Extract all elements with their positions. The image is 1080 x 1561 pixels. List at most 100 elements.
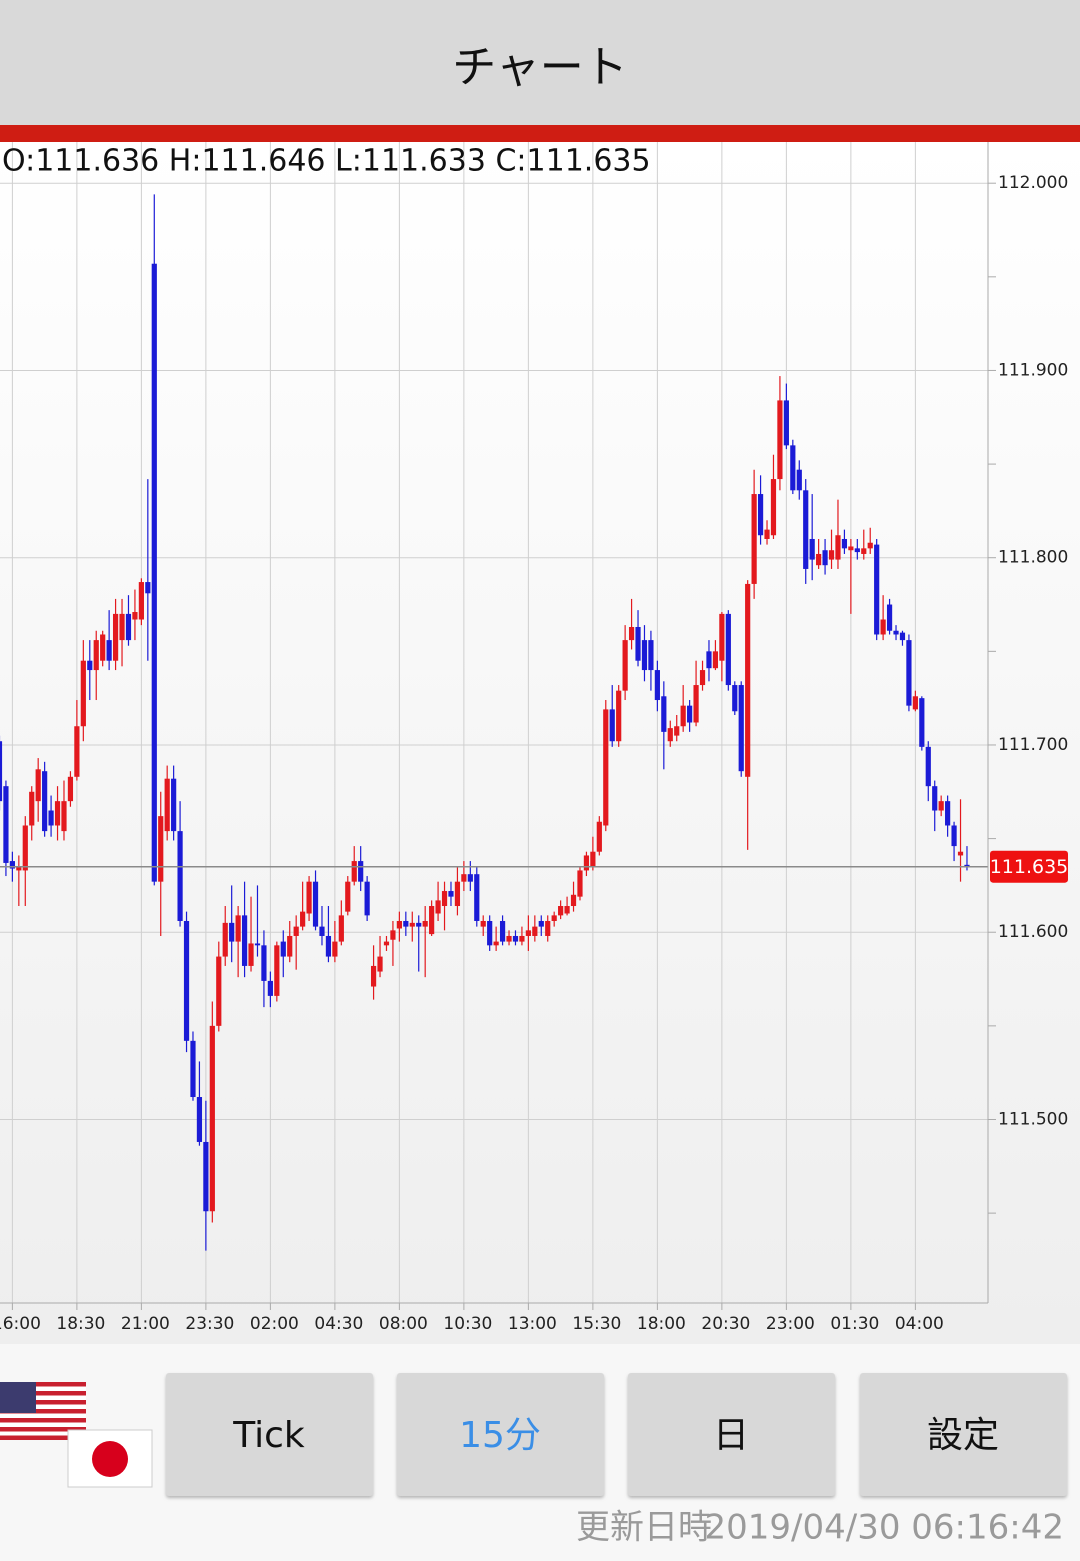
candle-body — [145, 582, 151, 594]
candle-body — [699, 670, 706, 686]
candle-body — [435, 900, 441, 914]
candle-body — [364, 881, 370, 916]
y-tick-label: 111.600 — [998, 922, 1068, 942]
candle-body — [164, 778, 170, 832]
period-buttons: Tick 15分 日 設定 — [166, 1373, 1067, 1496]
candle-body — [196, 1097, 203, 1142]
candle-body — [764, 529, 770, 539]
button-face[interactable] — [166, 1373, 373, 1496]
candle-body — [3, 786, 9, 863]
candle-body — [480, 920, 486, 927]
period-button[interactable]: 日 — [628, 1373, 835, 1496]
candle-body — [22, 825, 28, 871]
candle-body — [583, 855, 590, 871]
period-button[interactable]: Tick — [166, 1373, 373, 1496]
candle-body — [945, 801, 951, 826]
candle-body — [248, 943, 254, 966]
candle-body — [93, 640, 99, 671]
candle-body — [751, 494, 757, 584]
axes: 111.500 111.600 111.700 111.800 111.900 112.0… — [0, 173, 1068, 1334]
candle-body — [254, 943, 261, 946]
candle-body — [35, 769, 41, 802]
candle-body — [506, 935, 512, 942]
candle-body — [822, 550, 828, 566]
candle-body — [100, 634, 106, 661]
candle-body — [125, 613, 132, 641]
period-button[interactable]: 設定 — [860, 1373, 1067, 1496]
x-tick-label: 01:30 — [830, 1314, 879, 1334]
button-face[interactable] — [860, 1373, 1067, 1496]
candle-body — [351, 861, 357, 882]
candle-body — [390, 930, 396, 940]
candle-body — [332, 941, 338, 957]
period-button[interactable]: 15分 — [397, 1373, 604, 1496]
candle-body — [616, 690, 622, 742]
candle-body — [61, 801, 67, 832]
candle-body — [383, 941, 390, 946]
candle-body — [319, 926, 325, 936]
candle-body — [429, 906, 435, 935]
button-label[interactable]: 日 — [713, 1415, 749, 1456]
candle-body — [912, 696, 918, 710]
candle-body — [803, 490, 809, 569]
candle-body — [416, 922, 422, 927]
x-tick-label: 21:00 — [121, 1314, 170, 1334]
candle-body — [706, 651, 712, 669]
candle-body — [609, 709, 615, 742]
button-label[interactable]: 15分 — [459, 1415, 541, 1456]
candle-body — [512, 935, 519, 942]
candle-body — [461, 874, 467, 882]
x-tick-label: 04:00 — [895, 1314, 944, 1334]
candle-body — [158, 816, 164, 882]
candle-body — [422, 920, 428, 927]
candle-body — [474, 874, 480, 921]
candle-body — [816, 553, 822, 566]
candle-body — [628, 626, 635, 641]
button-label[interactable]: Tick — [232, 1415, 305, 1456]
x-tick-label: 16:00 — [0, 1314, 41, 1334]
candle-body — [687, 705, 693, 723]
candle-body — [861, 548, 867, 554]
plot — [0, 142, 988, 1303]
accent-bar — [0, 125, 1080, 142]
candle-body — [312, 881, 319, 927]
update-timestamp: 2019/04/30 06:16:42 — [705, 1508, 1064, 1548]
update-label: 更新日時 — [576, 1508, 712, 1548]
candle-body — [641, 640, 648, 671]
candle-body — [893, 630, 899, 635]
candle-body — [919, 698, 925, 747]
x-tick-label: 18:00 — [637, 1314, 686, 1334]
candle-body — [325, 935, 332, 957]
candle-body — [448, 891, 454, 897]
candle-body — [899, 632, 906, 641]
candle-body — [667, 728, 673, 742]
candle-body — [409, 922, 415, 927]
candle-body — [42, 771, 48, 832]
candle-body — [551, 915, 557, 921]
button-face[interactable] — [628, 1373, 835, 1496]
candle-body — [441, 891, 448, 907]
candle-body — [835, 535, 841, 560]
candle-body — [403, 920, 409, 927]
candle-body — [622, 640, 628, 691]
candle-body — [74, 726, 80, 777]
x-tick-label: 04:30 — [314, 1314, 363, 1334]
candle-body — [80, 660, 86, 727]
candle-body — [693, 685, 699, 723]
button-face[interactable] — [397, 1373, 604, 1496]
candle-body — [558, 906, 564, 916]
candle-body — [783, 400, 789, 446]
candle-body — [938, 801, 944, 811]
candle-body — [151, 263, 157, 882]
candle-body — [222, 922, 228, 957]
button-label[interactable]: 設定 — [927, 1415, 999, 1456]
candle-body — [886, 604, 893, 631]
candle-body — [216, 956, 222, 1026]
candle-body — [564, 906, 570, 914]
candle-body — [809, 538, 815, 560]
x-tick-label: 13:00 — [508, 1314, 557, 1334]
jp-flag[interactable] — [67, 1429, 153, 1488]
candle-body — [680, 705, 686, 727]
x-tick-label: 18:30 — [56, 1314, 105, 1334]
